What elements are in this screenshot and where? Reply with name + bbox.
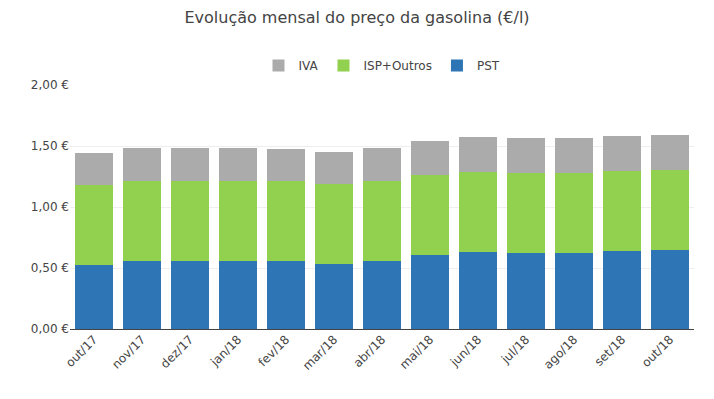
svg-text:mai/18: mai/18 (397, 332, 436, 371)
svg-text:2,00 €: 2,00 € (31, 78, 69, 92)
svg-text:ISP+Outros: ISP+Outros (363, 59, 431, 73)
svg-text:out/18: out/18 (639, 332, 676, 369)
svg-text:fev/18: fev/18 (256, 332, 293, 369)
svg-text:1,50 €: 1,50 € (31, 139, 69, 153)
svg-text:0,00 €: 0,00 € (31, 322, 69, 336)
svg-text:dez/17: dez/17 (158, 332, 197, 371)
svg-text:jun/18: jun/18 (447, 332, 484, 369)
svg-text:set/18: set/18 (592, 332, 629, 369)
svg-text:out/17: out/17 (63, 332, 100, 369)
svg-text:Evolução mensal do preço da ga: Evolução mensal do preço da gasolina (€/… (184, 8, 529, 27)
svg-text:1,00 €: 1,00 € (31, 200, 69, 214)
svg-text:PST: PST (477, 59, 500, 73)
svg-text:IVA: IVA (299, 59, 319, 73)
svg-text:nov/17: nov/17 (109, 332, 148, 371)
svg-text:abr/18: abr/18 (351, 332, 389, 370)
svg-text:mar/18: mar/18 (300, 332, 341, 373)
svg-text:jul/18: jul/18 (498, 332, 532, 366)
svg-text:ago/18: ago/18 (541, 332, 580, 371)
svg-text:jan/18: jan/18 (207, 332, 244, 369)
svg-text:0,50 €: 0,50 € (31, 261, 69, 275)
